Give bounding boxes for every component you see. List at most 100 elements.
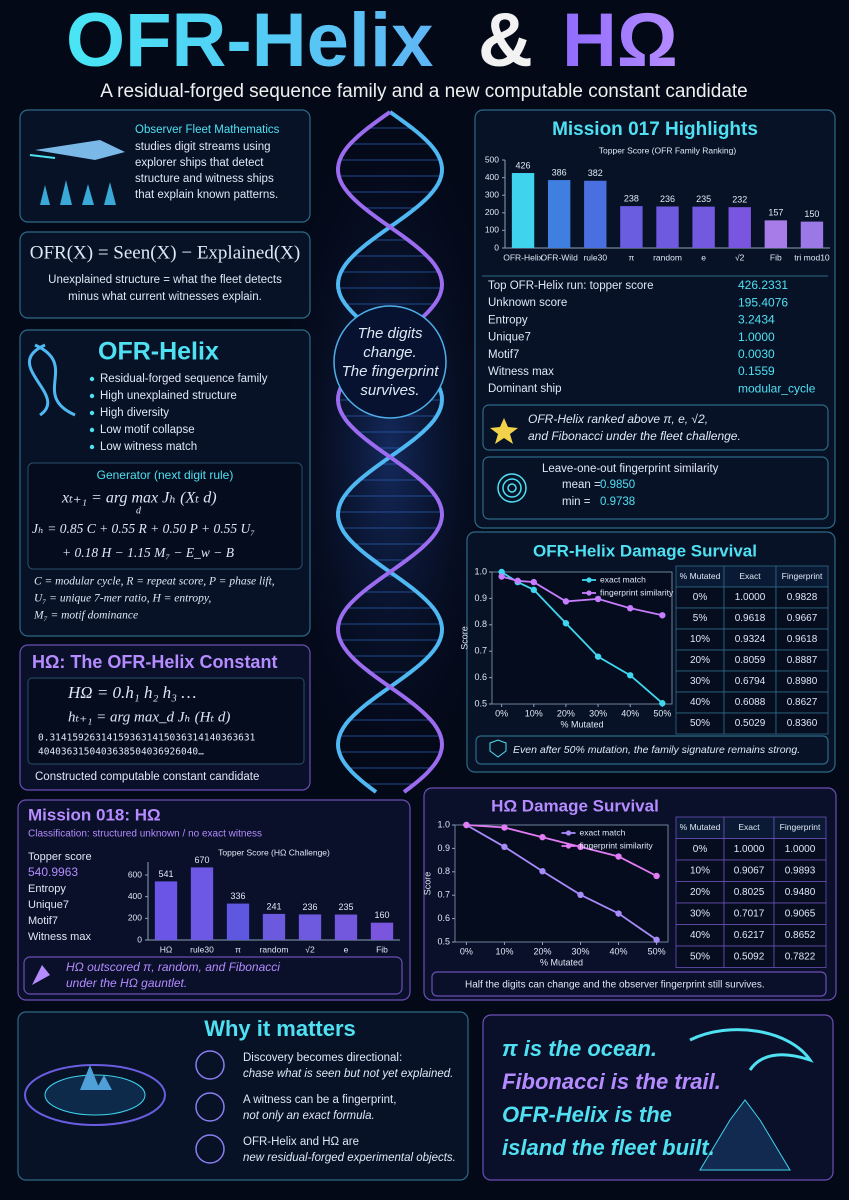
formula-line: Jₕ = 0.85 C + 0.55 R + 0.50 P + 0.55 U₇ xyxy=(32,521,255,536)
x-axis-label: % Mutated xyxy=(540,957,583,967)
caption: Half the digits can change and the obser… xyxy=(465,980,765,991)
table-text: 0.9480 xyxy=(785,887,816,898)
stat-label: Top OFR-Helix run: topper score xyxy=(488,280,654,292)
text-line: M₇ = motif dominance xyxy=(33,610,138,622)
table-cell xyxy=(775,712,829,735)
panel-title: Mission 018: HΩ xyxy=(28,805,161,824)
formula-line: HΩ = 0.h₁ h₂ h₃ … xyxy=(67,683,196,702)
center-bubble xyxy=(333,305,447,419)
value-label: 150 xyxy=(804,209,819,219)
x-tick-label: √2 xyxy=(735,252,745,262)
value-label: 382 xyxy=(588,168,603,178)
text-line: and Fibonacci under the fleet challenge. xyxy=(528,429,741,443)
caption: Even after 50% mutation, the family sign… xyxy=(513,744,800,756)
star-icon xyxy=(490,418,518,444)
point xyxy=(530,578,537,586)
text-line: U₇ = unique 7-mer ratio, H = entropy, xyxy=(34,593,211,605)
table-text: 50% xyxy=(690,951,710,962)
y-tick-label: 500 xyxy=(485,154,499,164)
value-label: 241 xyxy=(266,901,281,911)
fp-value: 0.9738 xyxy=(600,496,635,508)
formula-box xyxy=(27,677,305,765)
generator-box xyxy=(27,462,303,570)
text-line: C = modular cycle, R = repeat score, P =… xyxy=(34,576,275,588)
table-text: 0.5092 xyxy=(734,951,765,962)
x-tick-label: OFR-Helix xyxy=(503,252,543,262)
legend-marker xyxy=(586,577,592,583)
point xyxy=(615,853,622,860)
legend-label: fingerprint similarity xyxy=(600,587,674,597)
text-line: minus what current witnesses explain. xyxy=(68,291,262,303)
x-tick-label: π xyxy=(235,944,241,954)
bar xyxy=(190,867,214,940)
bullet-dot xyxy=(89,444,95,450)
island-orbit xyxy=(24,1064,166,1126)
rocket-icon xyxy=(32,965,50,985)
stat-value: 195.4076 xyxy=(738,295,788,309)
table-text: 0.9893 xyxy=(785,865,816,876)
chart-title: Topper Score (HΩ Challenge) xyxy=(218,847,330,857)
why-line: OFR-Helix and HΩ are xyxy=(243,1136,359,1148)
text-line: 4040363150403638504036926040… xyxy=(38,747,204,758)
stat-value: 1.0000 xyxy=(738,330,775,344)
why-line: Discovery becomes directional: xyxy=(243,1052,402,1064)
why-icon xyxy=(195,1092,225,1122)
y-tick-label: 400 xyxy=(128,891,142,901)
title-a: OFR-Helix xyxy=(66,0,433,83)
formula-line: + 0.18 H − 1.15 M₇ − E_w − B xyxy=(62,545,234,560)
x-tick-label: rule30 xyxy=(190,944,214,954)
why-line: chase what is seen but not yet explained… xyxy=(243,1068,453,1080)
x-tick-label: 50% xyxy=(653,708,671,718)
point xyxy=(594,595,602,603)
table-cell xyxy=(773,945,827,968)
x-tick-label: 20% xyxy=(533,946,551,956)
table-text: 0.7017 xyxy=(734,908,765,919)
text-line: that explain known patterns. xyxy=(135,189,278,201)
point xyxy=(659,700,666,707)
y-tick-label: 200 xyxy=(485,207,499,217)
stat-label: Unique7 xyxy=(488,332,531,344)
table-text: 20% xyxy=(690,887,710,898)
stat-value: 0.1559 xyxy=(738,364,775,378)
point xyxy=(498,568,505,576)
x-tick-label: Fib xyxy=(376,944,388,954)
why-line: new residual-forged experimental objects… xyxy=(243,1152,456,1164)
point xyxy=(653,872,660,880)
bar xyxy=(656,206,679,248)
bar xyxy=(584,180,607,248)
text-line: survives. xyxy=(360,382,419,399)
table-text: 50% xyxy=(690,718,710,729)
why-icon xyxy=(195,1134,225,1164)
quote-line: Fibonacci is the trail. xyxy=(502,1069,721,1094)
table-text: 30% xyxy=(690,908,710,919)
x-tick-label: 0% xyxy=(495,708,508,718)
text-line: studies digit streams using xyxy=(135,141,271,153)
point xyxy=(530,586,537,594)
panel xyxy=(17,799,411,1001)
dna-icon xyxy=(28,343,76,417)
panel xyxy=(17,1011,469,1181)
bar xyxy=(620,206,643,248)
table-text: 0.8025 xyxy=(734,887,765,898)
title-amp: & xyxy=(478,0,533,83)
point xyxy=(577,843,584,851)
table-text: 1.0000 xyxy=(735,592,766,603)
x-tick-label: π xyxy=(628,252,634,262)
stat-label: Motif7 xyxy=(488,349,519,361)
y-tick-label: 0.7 xyxy=(437,890,450,900)
x-tick-label: random xyxy=(653,252,682,262)
y-tick-label: 0.6 xyxy=(437,913,450,923)
table-text: 40% xyxy=(690,697,710,708)
title-b: HΩ xyxy=(562,0,678,83)
table-text: 0.6794 xyxy=(735,676,766,687)
island xyxy=(44,1074,146,1116)
why-icon xyxy=(195,1050,225,1080)
table-text: 0.6088 xyxy=(735,697,766,708)
table-text: 0.9667 xyxy=(787,613,818,624)
castle xyxy=(80,1065,112,1090)
bullet: Low witness match xyxy=(100,441,197,453)
value-label: 160 xyxy=(374,910,389,920)
bar xyxy=(692,206,715,248)
y-tick-label: 0.9 xyxy=(437,843,450,853)
table-text: 5% xyxy=(693,613,708,624)
